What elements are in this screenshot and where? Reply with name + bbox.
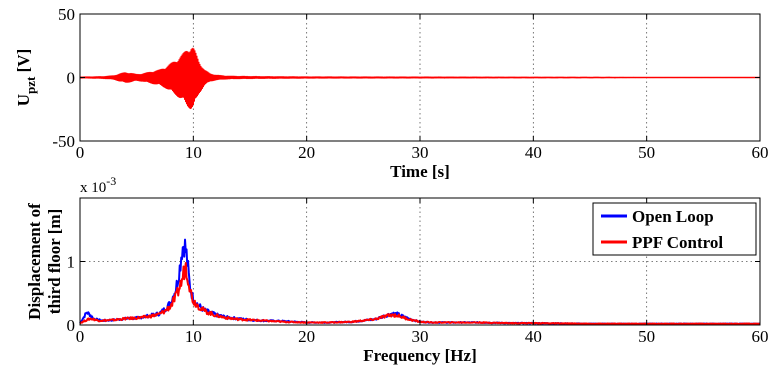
time-plot-xtick-label: 10 (185, 143, 202, 162)
time-plot-xtick-label: 60 (752, 143, 769, 162)
time-plot-xtick-label: 50 (638, 143, 655, 162)
legend-box (592, 202, 757, 256)
time-plot-ytick-label: -50 (52, 132, 75, 151)
time-plot-series-signal (79, 47, 761, 110)
frequency-plot-ticks: 0 10 20 30 40 50 60 0 1 (67, 197, 769, 346)
time-plot-ytick-label: 50 (58, 5, 75, 24)
exponent-base: x 10 (80, 180, 106, 196)
frequency-plot-xlabel: Frequency [Hz] (363, 346, 476, 365)
frequency-plot-ylabel-line1: Displacement of (25, 203, 44, 320)
frequency-plot-grid (80, 198, 760, 325)
frequency-plot-ylabel-line2: third floor [m] (45, 209, 64, 314)
time-plot-xtick-label: 40 (525, 143, 542, 162)
frequency-plot-ytick-label: 1 (67, 253, 76, 272)
time-plot-ylabel-main: U (14, 94, 33, 106)
frequency-plot-exponent: x 10-3 (80, 174, 116, 196)
legend-label-open-loop: Open Loop (632, 207, 714, 226)
frequency-plot-xtick-label: 20 (298, 327, 315, 346)
time-plot-xtick-label: 20 (298, 143, 315, 162)
frequency-plot-ytick-label: 0 (67, 316, 76, 335)
legend: Open Loop PPF Control (592, 202, 757, 256)
frequency-plot-xtick-label: 40 (525, 327, 542, 346)
time-plot-xtick-label: 30 (412, 143, 429, 162)
frequency-plot-xtick-label: 30 (412, 327, 429, 346)
legend-label-ppf-control: PPF Control (632, 233, 723, 252)
frequency-plot-xtick-label: 50 (638, 327, 655, 346)
time-plot-ylabel-unit: [V] (14, 49, 33, 77)
time-plot-ytick-label: 0 (67, 69, 76, 88)
exponent-power: -3 (106, 174, 116, 188)
time-plot-xtick-label: 0 (76, 143, 85, 162)
time-plot-ylabel-sub: pzt (23, 76, 38, 94)
time-plot-ylabel: Upzt [V] (14, 49, 38, 106)
frequency-plot-xtick-label: 60 (752, 327, 769, 346)
time-plot-xlabel: Time [s] (390, 162, 450, 181)
frequency-plot: 0 10 20 30 40 50 60 0 1 x 10-3 Frequency [Hz] Di… (25, 174, 769, 365)
frequency-plot-xtick-label: 0 (76, 327, 85, 346)
frequency-plot-xtick-label: 10 (185, 327, 202, 346)
time-plot-series (79, 47, 761, 110)
